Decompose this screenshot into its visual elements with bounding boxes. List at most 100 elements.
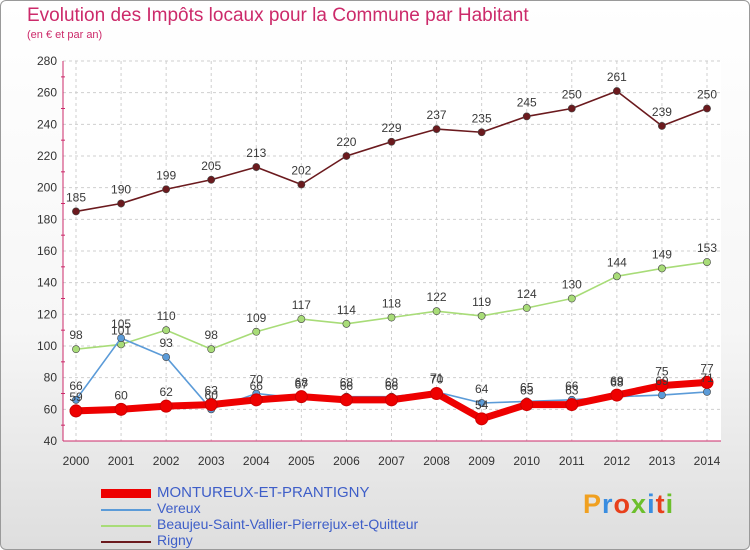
series-point-2 (207, 345, 216, 354)
data-label-2: 153 (697, 241, 717, 255)
data-label-2: 114 (337, 303, 356, 317)
y-tick-label: 140 (37, 276, 57, 290)
series-point-2 (567, 294, 576, 303)
data-label-1: 65 (520, 380, 534, 394)
x-tick-label: 2013 (649, 454, 676, 468)
data-label-0: 63 (205, 384, 219, 398)
series-point-2 (387, 313, 396, 322)
x-tick-label: 2004 (243, 454, 270, 468)
y-tick-label: 100 (37, 339, 57, 353)
series-point-3 (567, 104, 576, 113)
series-point-3 (72, 207, 80, 216)
data-label-2: 122 (427, 290, 447, 304)
data-label-2: 144 (607, 255, 627, 269)
data-label-0: 75 (655, 365, 669, 379)
data-label-3: 239 (652, 105, 672, 119)
data-label-3: 229 (381, 121, 401, 135)
series-point-0 (294, 390, 308, 404)
chart-subtitle: (en € et par an) (27, 29, 103, 41)
data-label-2: 110 (157, 309, 176, 323)
series-point-2 (252, 327, 261, 336)
data-label-1: 105 (111, 317, 131, 331)
series-point-0 (520, 398, 534, 412)
data-label-3: 261 (607, 70, 627, 84)
series-point-3 (342, 152, 351, 160)
series-point-2 (477, 312, 486, 320)
y-tick-label: 180 (37, 212, 57, 226)
data-label-3: 190 (111, 183, 131, 197)
data-label-1: 68 (385, 376, 399, 390)
data-label-0: 70 (430, 373, 444, 387)
data-label-3: 245 (517, 95, 537, 109)
data-label-0: 63 (565, 384, 579, 398)
data-label-1: 69 (655, 374, 669, 388)
x-tick-label: 2002 (153, 454, 180, 468)
x-tick-label: 2011 (559, 454, 585, 468)
data-label-2: 98 (69, 328, 83, 342)
series-point-0 (430, 387, 444, 400)
data-label-1: 64 (475, 382, 489, 396)
series-point-3 (387, 137, 396, 146)
data-label-2: 149 (652, 247, 672, 261)
legend-swatch (101, 541, 151, 543)
y-tick-label: 280 (37, 54, 57, 68)
series-point-2 (162, 326, 171, 335)
x-tick-label: 2009 (468, 454, 495, 468)
x-tick-label: 2007 (378, 454, 405, 468)
data-label-1: 66 (69, 379, 83, 393)
data-label-1: 71 (430, 371, 444, 385)
data-label-0: 59 (69, 390, 83, 404)
series-point-3 (658, 122, 666, 130)
series-point-2 (522, 304, 531, 312)
series-point-0 (339, 393, 353, 407)
proxiti-logo: Proxiti (583, 489, 675, 519)
series-point-2 (432, 307, 441, 316)
series-point-1 (658, 391, 666, 399)
data-label-2: 124 (517, 287, 537, 301)
data-label-3: 205 (201, 159, 221, 173)
data-label-1: 71 (700, 371, 714, 385)
y-tick-label: 60 (44, 402, 58, 416)
series-point-0 (655, 379, 669, 393)
chart-title: Evolution des Impôts locaux pour la Comm… (27, 5, 529, 26)
x-tick-label: 2001 (108, 454, 135, 468)
data-label-1: 66 (565, 379, 579, 393)
series-point-2 (658, 264, 666, 273)
series-point-0 (69, 404, 83, 418)
series-point-0 (700, 375, 714, 389)
series-point-0 (610, 388, 624, 402)
series-point-3 (522, 112, 531, 121)
data-label-0: 54 (475, 398, 489, 412)
series-point-0 (475, 412, 489, 426)
data-label-3: 235 (472, 111, 492, 125)
series-point-1 (117, 334, 125, 342)
data-label-0: 69 (610, 374, 624, 388)
series-point-3 (117, 199, 125, 208)
y-tick-label: 200 (37, 181, 57, 195)
data-label-0: 77 (700, 361, 714, 375)
legend-label: Rigny (157, 532, 193, 548)
series-point-0 (159, 399, 173, 413)
series-point-0 (249, 393, 263, 407)
series-point-1 (162, 353, 171, 361)
data-label-1: 67 (295, 377, 309, 391)
x-tick-label: 2006 (333, 454, 360, 468)
series-point-0 (565, 398, 579, 412)
x-tick-label: 2000 (63, 454, 90, 468)
series-point-2 (342, 319, 351, 328)
legend-swatch (101, 509, 151, 511)
data-label-0: 66 (250, 379, 264, 393)
series-point-3 (252, 163, 261, 171)
data-label-3: 250 (562, 88, 582, 102)
y-tick-label: 80 (44, 371, 58, 385)
data-label-3: 237 (427, 108, 447, 122)
data-label-2: 119 (472, 295, 491, 309)
data-label-1: 93 (159, 336, 173, 350)
series-point-1 (477, 399, 486, 407)
series-point-3 (297, 180, 306, 189)
series-point-2 (703, 258, 711, 266)
x-tick-label: 2010 (513, 454, 540, 468)
y-tick-label: 120 (37, 307, 57, 321)
x-tick-label: 2008 (423, 454, 450, 468)
